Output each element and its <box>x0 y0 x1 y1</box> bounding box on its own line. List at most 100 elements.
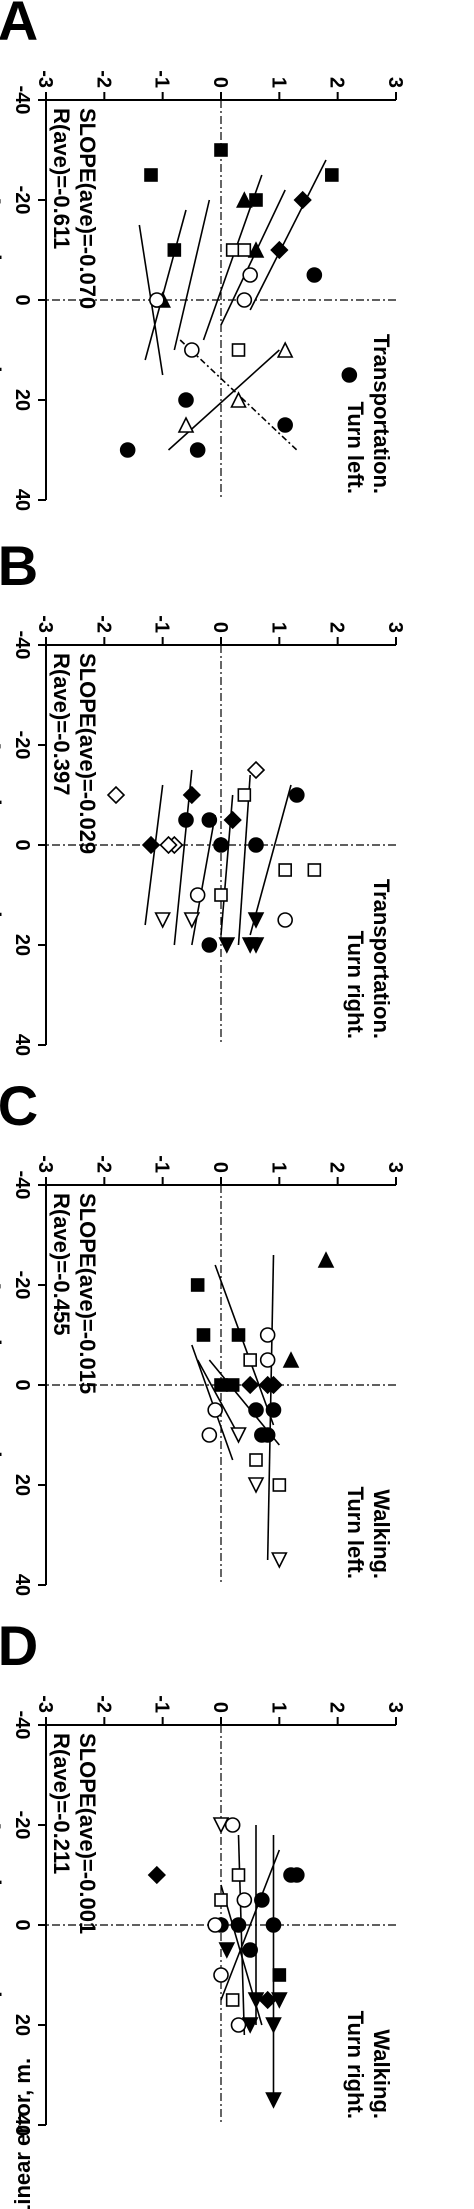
data-point <box>201 937 218 953</box>
stats-line: SLOPE(ave)=-0.070 <box>75 108 100 309</box>
stats-line: R(ave)=-0.611 <box>49 108 74 249</box>
data-point <box>201 812 218 828</box>
data-point <box>182 785 201 805</box>
stats-line: R(ave)=-0.397 <box>49 653 74 795</box>
data-point <box>225 1378 240 1392</box>
panel-title-line: Transportation. <box>369 334 394 494</box>
data-point <box>272 1478 287 1492</box>
data-point <box>265 2017 282 2034</box>
y-tick-label: 2 <box>326 1702 348 1713</box>
data-point <box>237 243 252 257</box>
y-tick-label: -2 <box>92 1155 114 1173</box>
regression-line <box>214 1264 275 1426</box>
regression-line <box>237 774 251 946</box>
data-point <box>341 367 358 383</box>
data-point <box>276 341 294 358</box>
regression-line <box>249 159 327 311</box>
data-point <box>119 442 136 458</box>
y-tick-label: -1 <box>151 615 173 633</box>
data-point <box>212 1817 230 1834</box>
data-point <box>236 292 253 308</box>
x-tick-label: -40 <box>11 631 33 660</box>
x-tick-label: 0 <box>11 294 33 305</box>
regression-line <box>191 1344 234 1461</box>
data-point <box>231 1868 246 1882</box>
data-point <box>289 787 305 803</box>
data-point <box>178 812 194 828</box>
x-tick-label: 20 <box>11 389 33 411</box>
data-point <box>224 1817 241 1833</box>
y-tick-label: 3 <box>384 1702 406 1713</box>
data-point <box>282 1351 300 1368</box>
y-tick-label: -3 <box>34 615 56 633</box>
data-point <box>230 391 247 408</box>
data-point <box>247 912 265 929</box>
data-point <box>230 1917 247 1933</box>
data-point <box>258 1375 277 1395</box>
y-tick-label: 0 <box>209 622 231 633</box>
x-tick-label: 20 <box>11 934 33 956</box>
panel-title-line: Walking. <box>369 1489 394 1579</box>
data-point <box>231 343 246 357</box>
data-point <box>196 1328 211 1342</box>
data-point <box>213 1967 229 1983</box>
panel-title-line: Turn left. <box>343 402 368 494</box>
y-tick-label: -1 <box>151 70 173 88</box>
data-point <box>236 1892 253 1908</box>
y-tick-label: 2 <box>326 622 348 633</box>
data-point <box>223 810 242 830</box>
data-point <box>241 2017 259 2034</box>
data-point <box>231 1328 246 1342</box>
data-point <box>248 1402 264 1418</box>
regression-line <box>196 1359 240 1436</box>
stats-line: SLOPE(ave)=-0.015 <box>75 1193 100 1394</box>
data-point <box>272 1968 287 1982</box>
panel-c: C -40 -20 0 20 40 -3 -2 -1 0 1 2 3 Angular error, deg… <box>0 1074 406 1596</box>
data-point <box>214 1893 228 1907</box>
y-tick-label: -2 <box>92 1695 114 1713</box>
panel-b: B -40 -20 0 20 40 -3 -2 -1 0 1 2 3 Angular error, deg… <box>0 534 406 1056</box>
data-point <box>189 442 206 458</box>
y-tick-label: -3 <box>34 1155 56 1173</box>
data-point <box>213 837 229 853</box>
stats-line: SLOPE(ave)=-0.001 <box>75 1733 100 1934</box>
data-point <box>141 835 161 855</box>
y-tick-label: 0 <box>209 1702 231 1713</box>
x-tick-label: -20 <box>11 1271 33 1300</box>
data-point <box>218 937 236 954</box>
data-point <box>277 912 293 928</box>
data-point <box>184 342 200 358</box>
data-point <box>278 863 292 877</box>
data-point <box>306 267 323 283</box>
data-point <box>183 912 201 929</box>
data-point <box>246 760 266 780</box>
data-point <box>249 193 263 207</box>
y-tick-label: -2 <box>92 615 114 633</box>
data-point <box>242 267 258 283</box>
data-point <box>218 1942 236 1959</box>
data-point <box>225 243 240 257</box>
y-tick-label: 0 <box>209 77 231 88</box>
data-point <box>259 1327 276 1343</box>
y-tick-label: 1 <box>267 622 289 633</box>
panel-title-line: Turn right. <box>343 2011 368 2119</box>
x-tick-label: 0 <box>11 1919 33 1930</box>
data-point <box>293 190 312 210</box>
data-point <box>207 1917 223 1933</box>
data-point <box>277 417 293 433</box>
x-axis-label: Angular error, deg. <box>0 1278 5 1493</box>
data-point <box>258 1990 277 2010</box>
data-point <box>167 243 182 257</box>
regression-line <box>220 1849 281 2001</box>
y-tick-label: -3 <box>34 70 56 88</box>
data-point <box>237 788 252 802</box>
data-point <box>225 1993 240 2007</box>
y-tick-label: -1 <box>151 1155 173 1173</box>
data-point <box>254 1427 270 1443</box>
data-point <box>149 292 165 308</box>
panel-title-line: Turn left. <box>343 1487 368 1579</box>
regression-line <box>191 814 216 946</box>
panel-letter: D <box>0 1614 38 1677</box>
data-point <box>247 1477 265 1494</box>
